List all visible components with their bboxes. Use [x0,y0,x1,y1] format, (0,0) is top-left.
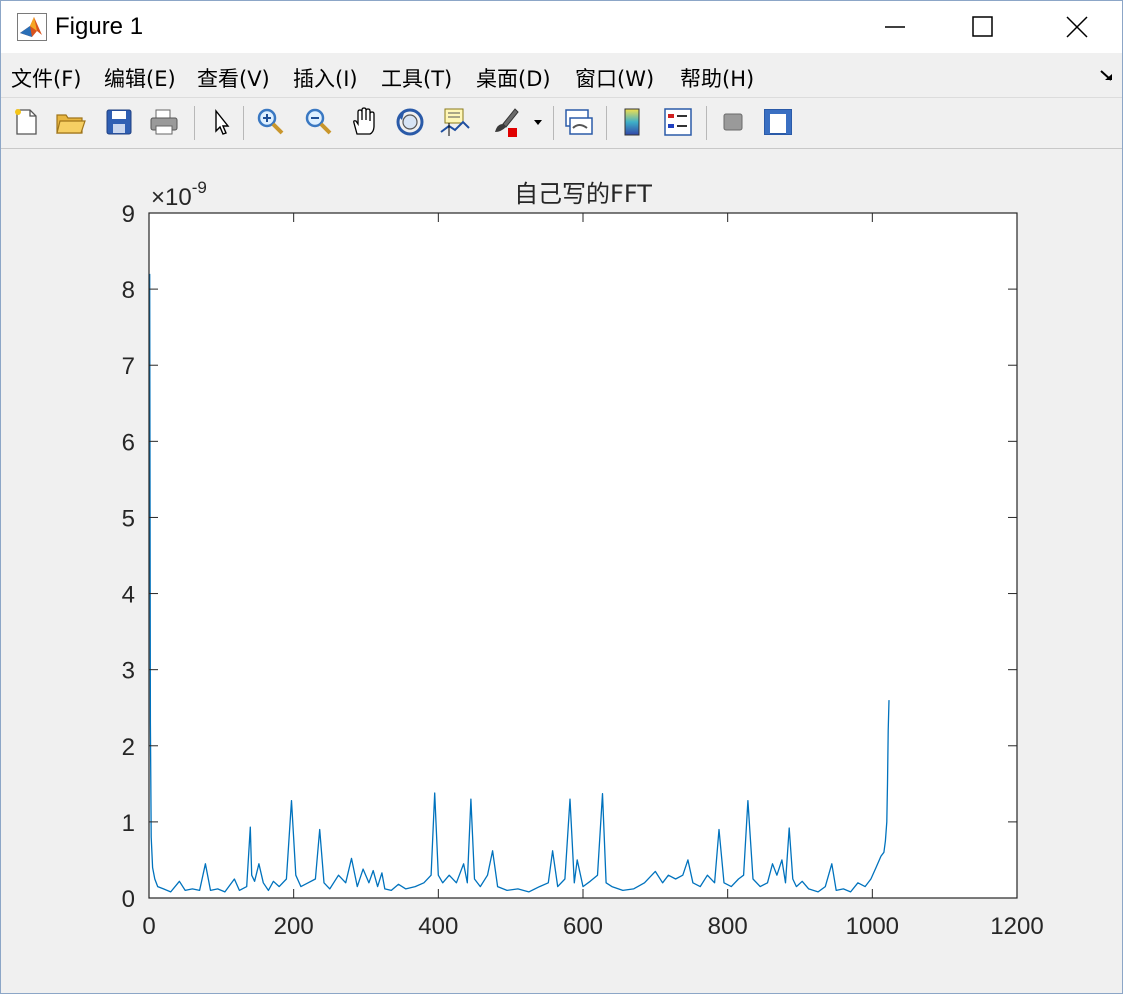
axes-box [148,212,1018,899]
menu-window[interactable]: 窗口(W) [575,67,655,91]
open-file-button[interactable] [54,105,88,139]
y-tick-label: 6 [122,429,135,456]
x-tick-label: 400 [418,913,458,940]
x-tick-label: 0 [142,913,155,940]
close-button[interactable] [1031,1,1123,53]
menu-bar: 文件(F) 编辑(E) 查看(V) 插入(I) 工具(T) 桌面(D) 窗口(W… [1,57,1122,95]
save-icon [106,109,132,135]
zoom-out-icon [305,108,332,135]
legend-icon [664,108,692,136]
hide-plot-tools-button[interactable] [716,105,750,139]
menu-edit[interactable]: 编辑(E) [104,67,176,91]
maximize-button[interactable] [937,1,1029,53]
exponent-label: ×10-9 [151,178,207,211]
menu-help[interactable]: 帮助(H) [680,67,755,91]
axes-background [149,213,1017,898]
exponent-power: -9 [192,178,207,197]
close-icon [1066,16,1088,38]
menu-file[interactable]: 文件(F) [11,67,82,91]
zoom-out-button[interactable] [302,105,336,139]
series-line-0 [149,273,890,893]
x-tick-label: 1200 [990,913,1043,940]
new-figure-icon [15,109,37,135]
toolbar-separator [606,106,607,140]
window-title: Figure 1 [55,13,144,40]
y-tick-label: 3 [122,658,135,685]
y-tick-label: 0 [122,886,135,913]
y-tick-label: 7 [122,353,135,380]
y-tick-label: 2 [122,734,135,761]
dock-arrow-icon[interactable] [1099,69,1115,83]
pan-button[interactable] [348,105,382,139]
colorbar-icon [624,108,640,136]
toolbar-separator [243,106,244,140]
exponent-base: ×10 [151,184,192,211]
menu-view[interactable]: 查看(V) [197,67,270,91]
link-plot-button[interactable] [562,105,596,139]
insert-colorbar-button[interactable] [615,105,649,139]
hide-plot-tools-icon [723,113,743,131]
y-tick-label: 8 [122,277,135,304]
print-icon [150,109,178,135]
rotate-3d-icon [396,108,424,136]
select-pointer-button[interactable] [204,105,238,139]
show-plot-tools-button[interactable] [761,105,795,139]
matlab-logo-icon [17,13,47,41]
maximize-icon [972,16,993,37]
y-tick-label: 4 [122,582,135,609]
pan-icon [353,107,375,135]
toolbar-separator [706,106,707,140]
save-button[interactable] [102,105,136,139]
brush-dropdown-button[interactable] [529,105,547,139]
y-tick-label: 1 [122,810,135,837]
chart-title: 自己写的FFT [514,180,652,208]
data-cursor-button[interactable] [438,105,472,139]
x-tick-label: 1000 [846,913,899,940]
x-tick-label: 600 [563,913,603,940]
figure-canvas: 0 200 400 600 800 1000 1200 0 1 2 3 4 5 6 7 8 9 自己写的FFT … [1,150,1122,991]
y-tick-label: 9 [122,201,135,228]
zoom-in-button[interactable] [254,105,288,139]
menu-desktop[interactable]: 桌面(D) [476,67,551,91]
pointer-icon [215,109,230,135]
toolbar-separator [194,106,195,140]
print-button[interactable] [147,105,181,139]
brush-icon [495,108,519,137]
y-tick-label: 5 [122,505,135,532]
x-tick-label: 200 [274,913,314,940]
open-file-icon [56,114,86,134]
menu-insert[interactable]: 插入(I) [293,67,358,91]
menu-tools[interactable]: 工具(T) [381,67,453,91]
x-tick-label: 800 [708,913,748,940]
toolbar-separator [553,106,554,140]
rotate-3d-button[interactable] [393,105,427,139]
link-plot-icon [565,109,593,135]
brush-button[interactable] [488,105,522,139]
toolbar [1,97,1122,149]
zoom-in-icon [257,108,284,135]
insert-legend-button[interactable] [661,105,695,139]
new-figure-button[interactable] [9,105,43,139]
show-plot-tools-icon [764,109,792,135]
data-cursor-icon [440,108,470,136]
title-bar: Figure 1 [1,1,1122,53]
minimize-button[interactable] [849,1,941,53]
chevron-down-icon [534,120,542,125]
minimize-icon [885,26,905,28]
